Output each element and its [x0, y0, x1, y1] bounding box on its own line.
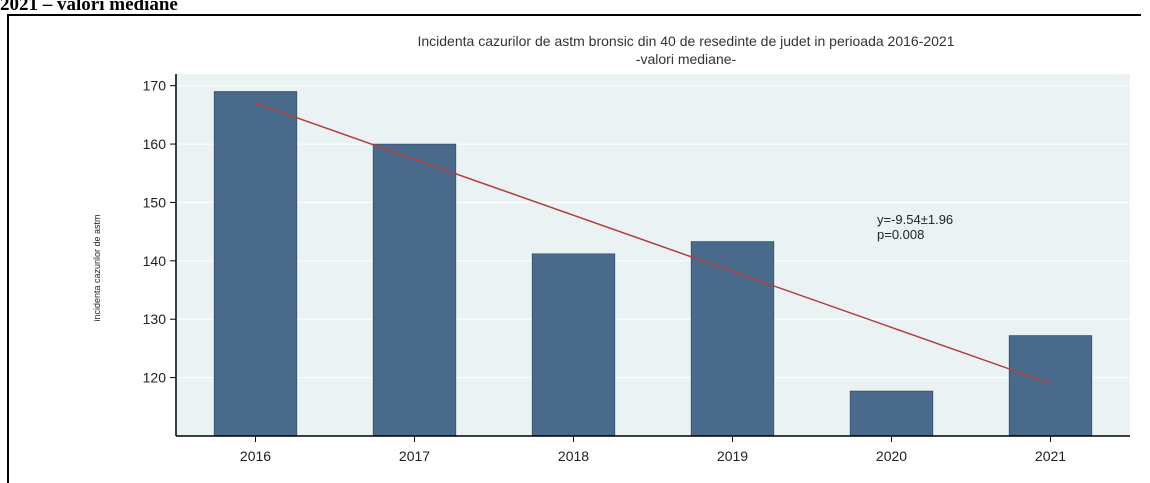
x-tick-label: 2020 [876, 448, 907, 464]
y-tick-label: 140 [143, 253, 167, 269]
bar-series [213, 91, 1093, 437]
y-tick-label: 150 [143, 194, 167, 210]
y-tick-label: 170 [143, 78, 167, 94]
x-tick-label: 2018 [558, 448, 589, 464]
bar-2019 [690, 241, 775, 437]
y-tick-label: 130 [143, 311, 167, 327]
y-tick-label: 160 [143, 136, 167, 152]
x-ticks: 2016 2017 2018 2019 2020 2021 [240, 436, 1066, 464]
chart-title: Incidenta cazurilor de astm bronsic din … [417, 33, 954, 49]
x-tick-label: 2021 [1035, 448, 1066, 464]
x-tick-label: 2017 [399, 448, 430, 464]
y-axis-label: incidenta cazurilor de astm [92, 214, 102, 321]
annotation-equation: y=-9.54±1.96 [877, 212, 953, 227]
grid-lines [176, 85, 1130, 379]
bar-2017 [372, 143, 457, 437]
chart-subtitle: -valori mediane- [636, 51, 737, 67]
bar-2018 [531, 253, 616, 437]
y-ticks: 120 130 140 150 160 170 [143, 78, 176, 386]
bar-2016 [213, 91, 298, 437]
chart-frame [7, 14, 1141, 483]
x-tick-label: 2019 [717, 448, 748, 464]
plot-background [176, 74, 1130, 436]
bar-2020 [849, 390, 934, 437]
page-heading: 2021 – valori mediane [0, 0, 178, 15]
bar-2021 [1008, 335, 1093, 437]
y-tick-label: 120 [143, 370, 167, 386]
x-tick-label: 2016 [240, 448, 271, 464]
trend-line [255, 102, 1051, 385]
annotation-pvalue: p=0.008 [877, 227, 924, 242]
